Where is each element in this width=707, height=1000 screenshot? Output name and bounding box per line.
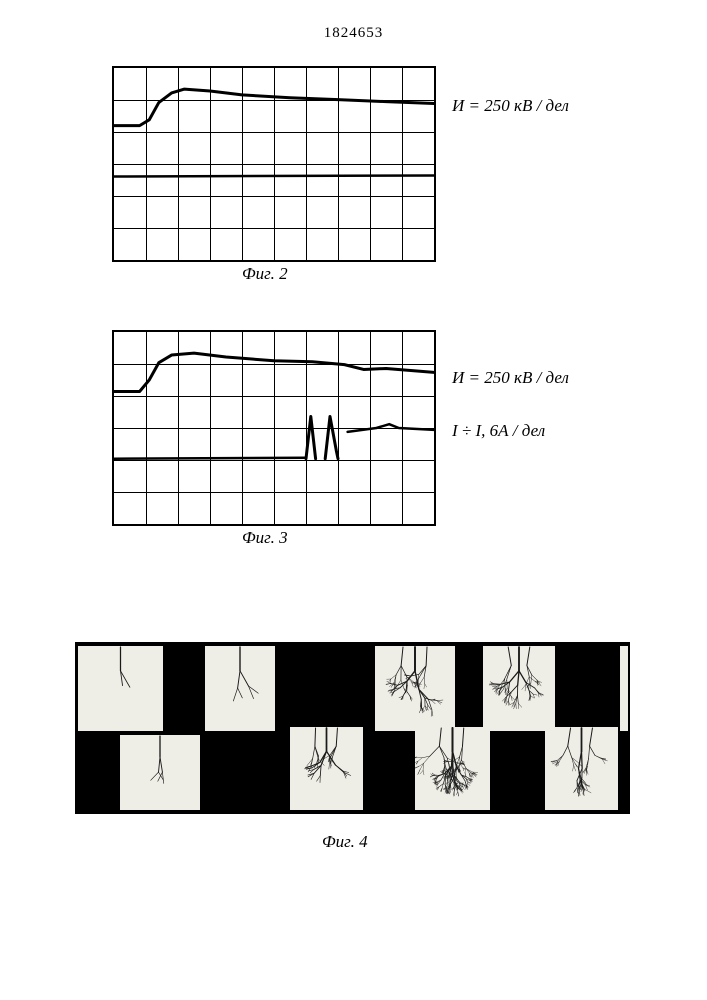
trace-baseline — [114, 458, 306, 459]
fig4-discharge-strip — [75, 642, 630, 814]
fig4-tile — [120, 735, 200, 810]
trace-tail — [348, 424, 434, 432]
fig3-caption: Фиг. 3 — [242, 528, 288, 548]
fig2-annotation-voltage: И = 250 кВ / дел — [452, 96, 569, 116]
fig4-tile — [375, 646, 455, 731]
fig4-tile — [415, 727, 490, 810]
trace-spike1 — [306, 416, 316, 458]
oscillogram-traces — [114, 68, 434, 260]
fig3-oscillogram — [112, 330, 436, 526]
fig4-tile — [545, 727, 618, 810]
trace-voltage — [114, 89, 434, 125]
fig4-tile — [78, 646, 163, 731]
fig4-caption: Фиг. 4 — [322, 832, 368, 852]
trace-baseline — [114, 176, 434, 177]
fig4-tile — [205, 646, 275, 731]
fig4-tile — [620, 646, 628, 731]
fig2-oscillogram — [112, 66, 436, 262]
fig2-caption: Фиг. 2 — [242, 264, 288, 284]
trace-voltage — [114, 353, 434, 391]
page-number: 1824653 — [324, 25, 384, 42]
trace-spike2 — [325, 416, 338, 458]
fig3-annotation-current: I ÷ I, 6А / дел — [452, 421, 545, 441]
fig4-tile — [483, 646, 555, 731]
oscillogram-traces — [114, 332, 434, 524]
fig3-annotation-voltage: И = 250 кВ / дел — [452, 368, 569, 388]
fig4-tile — [290, 727, 363, 810]
